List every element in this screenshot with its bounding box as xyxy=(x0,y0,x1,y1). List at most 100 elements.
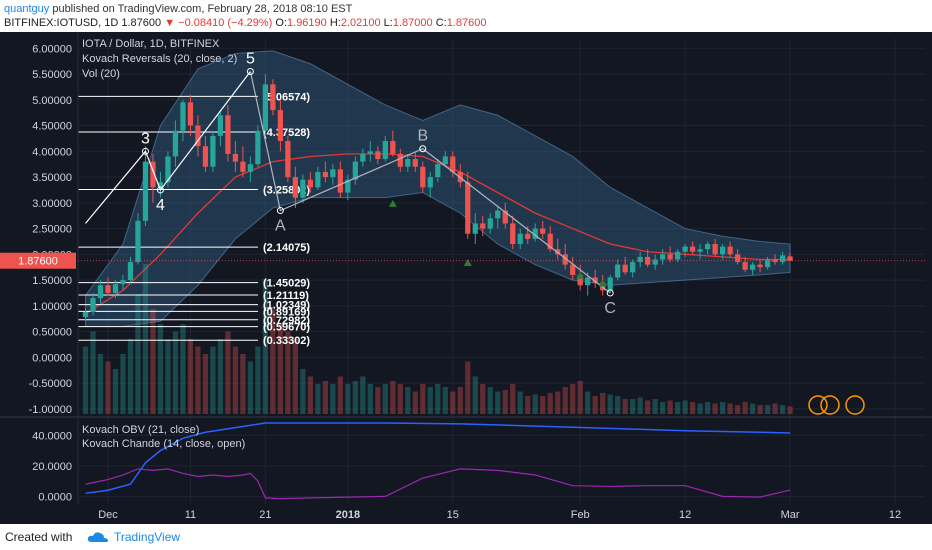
price-tick-label: 0.00000 xyxy=(32,352,72,364)
candle-body xyxy=(427,177,433,188)
volume-bar xyxy=(547,393,553,414)
volume-bar xyxy=(105,361,111,414)
volume-bar xyxy=(502,390,508,414)
wave-label: 4 xyxy=(156,197,165,214)
reversal-band-area xyxy=(84,50,791,327)
volume-bar xyxy=(660,402,666,414)
candle-body xyxy=(682,246,688,252)
volume-bar xyxy=(457,387,463,414)
candle-body xyxy=(585,277,591,286)
tradingview-link[interactable]: TradingView xyxy=(114,530,181,544)
price-tick-label: -0.50000 xyxy=(29,378,72,390)
candle-body xyxy=(255,130,261,165)
volume-bar xyxy=(682,400,688,414)
legend-reversals[interactable]: Kovach Reversals (20, close, 2) xyxy=(82,53,237,65)
time-tick-label: Dec xyxy=(98,509,118,521)
volume-bar xyxy=(667,400,673,414)
event-flag-icon[interactable] xyxy=(845,395,865,415)
down-arrow-icon: ▼ xyxy=(164,17,176,29)
chart-canvas[interactable]: (5.06574)(4.37528)(3.25802)(2.14075)(1.4… xyxy=(0,32,932,524)
volume-bar xyxy=(787,406,793,414)
legend-volume[interactable]: Vol (20) xyxy=(82,68,120,80)
volume-bar xyxy=(742,402,748,414)
candle-body xyxy=(180,102,186,131)
volume-bar xyxy=(764,405,771,414)
volume-bars xyxy=(82,264,793,414)
wave-point xyxy=(246,67,254,75)
volume-bar xyxy=(585,391,591,414)
price-tick-label: 6.00000 xyxy=(32,43,72,55)
candle-body xyxy=(165,156,171,183)
candle-body xyxy=(442,156,448,165)
volume-bar xyxy=(472,376,478,414)
candle-body xyxy=(337,169,343,193)
footer: Created with TradingView xyxy=(0,524,932,550)
obv-line xyxy=(85,422,791,495)
price-tick-label: 5.00000 xyxy=(32,95,72,107)
created-with-text: Created with xyxy=(5,530,73,544)
volume-bar xyxy=(390,381,396,414)
candle-body xyxy=(435,164,441,178)
volume-bar xyxy=(210,346,216,414)
volume-bar xyxy=(240,354,246,414)
fib-label: (2.14075) xyxy=(263,242,310,254)
volume-bar xyxy=(82,346,89,414)
candle-body xyxy=(82,312,89,318)
volume-bar xyxy=(217,339,224,414)
volume-bar xyxy=(427,387,433,414)
candle-body xyxy=(532,228,538,239)
price-tick-label: 4.00000 xyxy=(32,146,72,158)
candle-body xyxy=(262,84,269,131)
candle-body xyxy=(105,285,111,293)
candle-body xyxy=(697,249,703,252)
fib-label: (0.89169) xyxy=(263,306,310,318)
volume-bar xyxy=(352,381,358,414)
candle-body xyxy=(232,153,239,162)
fib-label: (0.59670) xyxy=(263,322,310,334)
legend-obv[interactable]: Kovach OBV (21, close) xyxy=(82,424,199,436)
event-flag-icon[interactable] xyxy=(808,395,828,415)
volume-bar xyxy=(652,399,658,414)
volume-bar xyxy=(322,381,328,414)
correction-wave-line xyxy=(249,71,611,294)
volume-bar xyxy=(300,369,306,414)
volume-bar xyxy=(420,384,426,414)
event-markers[interactable] xyxy=(808,395,865,415)
last-price: 1.87600 xyxy=(121,17,162,29)
volume-bar xyxy=(525,396,531,414)
author-link[interactable]: quantguy xyxy=(4,3,50,15)
event-flag-icon[interactable] xyxy=(820,395,840,415)
candle-body xyxy=(712,244,718,255)
volume-bar xyxy=(562,387,568,414)
price-tick-label: 3.50000 xyxy=(32,172,72,184)
impulse-wave-line xyxy=(85,71,251,224)
wave-label: A xyxy=(275,218,286,235)
candle-body xyxy=(779,255,786,263)
volume-bar xyxy=(622,399,628,414)
fib-label: (4.37528) xyxy=(263,127,310,139)
candle-body xyxy=(307,179,313,188)
candle-body xyxy=(322,171,328,178)
time-tick-label: 21 xyxy=(259,509,271,521)
candle-body xyxy=(135,220,141,263)
lower-tick-label: 20.0000 xyxy=(32,461,72,473)
candle-body xyxy=(630,262,636,273)
price-tick-label: 3.00000 xyxy=(32,198,72,210)
volume-bar xyxy=(127,339,134,414)
candle-body xyxy=(240,161,246,172)
volume-bar xyxy=(157,324,164,414)
volume-bar xyxy=(277,324,284,414)
volume-bar xyxy=(112,369,119,414)
axes: 6.00000 5.50000 5.00000 4.50000 4.00000 3.500… xyxy=(0,32,932,521)
volume-bar xyxy=(262,279,269,414)
candle-body xyxy=(749,264,756,270)
price-tick-label: 1.50000 xyxy=(32,275,72,287)
candle-body xyxy=(277,110,284,142)
candle-body xyxy=(390,141,396,154)
volume-bar xyxy=(600,393,606,414)
legend-chande[interactable]: Kovach Chande (14, close, open) xyxy=(82,438,245,450)
candle-body xyxy=(495,210,501,219)
candle-body xyxy=(645,256,651,265)
candle-body xyxy=(675,251,681,260)
volume-bar xyxy=(330,384,336,414)
